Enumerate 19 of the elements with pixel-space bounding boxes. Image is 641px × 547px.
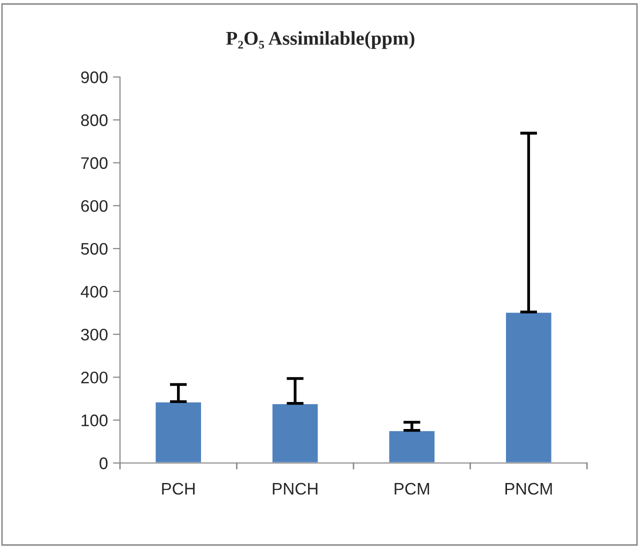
y-tick-label: 300	[81, 328, 108, 341]
y-tick-label: 100	[82, 414, 108, 426]
x-tick-label: PCM	[394, 482, 430, 495]
x-tick-label: PNCM	[505, 482, 552, 495]
y-tick-label: 400	[80, 286, 108, 298]
y-tick-label: 200	[81, 372, 108, 384]
chart-title: P₂O₅ Assimilable(ppm)	[226, 31, 414, 49]
bar	[504, 311, 553, 463]
y-tick-label: 0	[100, 457, 108, 470]
bar	[154, 400, 202, 463]
y-tick-label: 800	[81, 114, 108, 126]
y-tick-label: 500	[81, 242, 108, 255]
y-tick-label: 700	[81, 157, 108, 169]
bar	[271, 402, 320, 463]
y-tick-label: 600	[81, 200, 108, 212]
bar	[388, 430, 436, 463]
x-tick-label: PCH	[162, 482, 195, 495]
y-tick-label: 900	[81, 71, 108, 84]
x-tick-label: PNCH	[272, 482, 318, 495]
